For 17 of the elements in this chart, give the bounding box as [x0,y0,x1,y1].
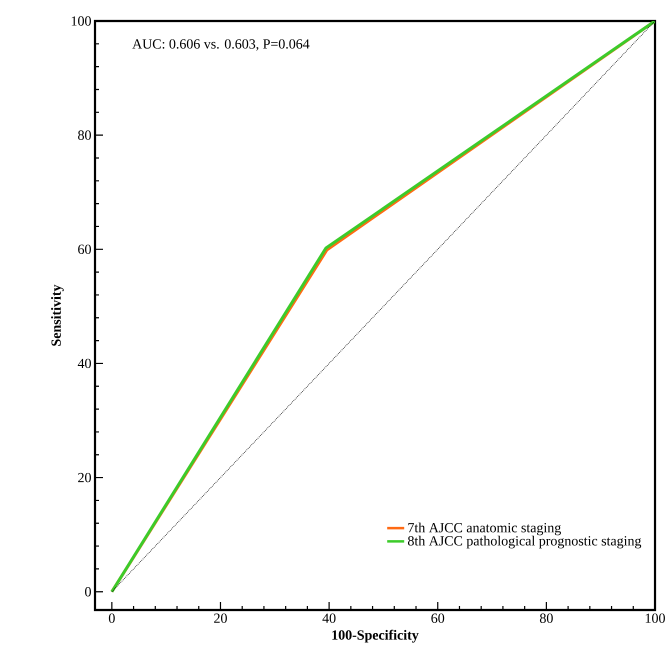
y-tick-label: 80 [78,130,91,140]
legend-label: 7th AJCC anatomic staging [408,522,561,536]
y-tick-label: 60 [78,244,91,254]
x-tick-label: 20 [214,614,227,623]
x-tick-label: 80 [540,614,553,623]
y-axis-title: Sensitivity [51,284,64,346]
y-tick-label: 40 [78,358,91,368]
legend-label: 8th AJCC pathological prognostic staging [408,536,642,548]
x-tick-label: 40 [322,614,336,623]
y-tick-label: 0 [85,587,91,596]
x-axis-title: 100-Specificity [332,630,419,643]
annotation: AUC: 0.606 vs. 0.603, P=0.064 [132,39,310,51]
x-tick-label: 0 [108,614,115,623]
x-tick-label: 100 [646,614,665,623]
y-tick-label: 100 [72,16,91,26]
x-tick-label: 60 [431,614,444,623]
y-tick-label: 20 [78,472,91,482]
